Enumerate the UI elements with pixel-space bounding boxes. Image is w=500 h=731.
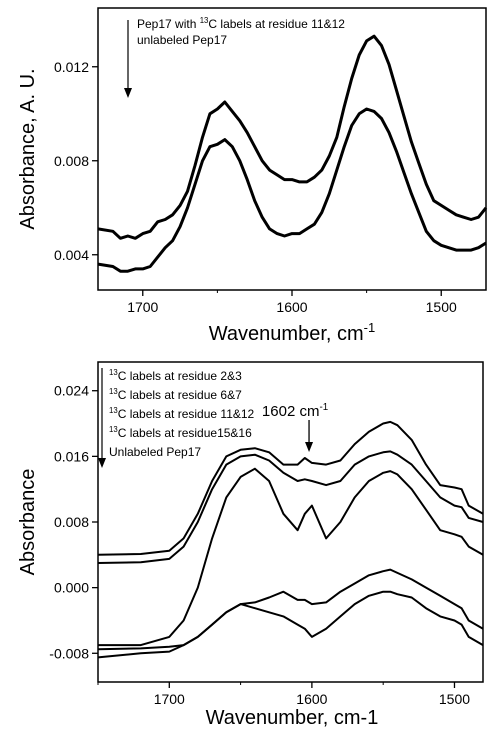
x-axis-title-top-sup: -1 bbox=[364, 320, 376, 335]
x-tick-label: 1700 bbox=[154, 691, 185, 707]
y-tick-label: 0.016 bbox=[54, 448, 89, 464]
x-ticks-top: 1700 1600 1500 bbox=[127, 290, 457, 315]
x-ticks-bottom: 1700 1600 1500 bbox=[97, 682, 470, 707]
legend-text-part: C labels at residue15&16 bbox=[118, 426, 252, 440]
legend-text-part: Pep17 with bbox=[137, 17, 200, 31]
y-tick-label: 0.008 bbox=[54, 153, 89, 169]
legend-text-part: unlabeled Pep17 bbox=[137, 33, 227, 47]
series-group-bottom bbox=[97, 420, 484, 659]
series-group-top bbox=[97, 34, 488, 273]
series-line-5 bbox=[97, 590, 484, 659]
legend-superscript: 13 bbox=[109, 425, 118, 434]
legend-text-part: Unlabeled Pep17 bbox=[109, 445, 201, 459]
legend-entry: 13C labels at residue 2&3 bbox=[109, 368, 242, 383]
series-line-2 bbox=[97, 450, 484, 564]
x-axis-title-top-main: Wavenumber, cm bbox=[209, 323, 364, 345]
y-tick-label: 0.000 bbox=[54, 580, 89, 596]
x-tick-label: 1700 bbox=[127, 299, 158, 315]
y-axis-title-top: Absorbance, A. U. bbox=[17, 68, 39, 229]
y-tick-label: 0.024 bbox=[54, 383, 89, 399]
legend-entry: 13C labels at residue 11&12 bbox=[109, 406, 255, 421]
annotation-arrow-head bbox=[305, 442, 314, 452]
y-ticks-top: 0.004 0.008 0.012 bbox=[54, 59, 98, 263]
y-tick-label: 0.008 bbox=[54, 514, 89, 530]
y-tick-label: 0.004 bbox=[54, 247, 89, 263]
legend-entry: Unlabeled Pep17 bbox=[109, 445, 201, 459]
legend-text-part: C labels at residue 2&3 bbox=[118, 369, 242, 383]
x-axis-title-bottom: Wavenumber, cm-1 bbox=[206, 707, 379, 729]
chart-top: 1700 1600 1500 0.004 0.008 0.012 Wavenumber,… bbox=[17, 7, 488, 345]
legend-entry: Pep17 with 13C labels at residue 11&12 bbox=[137, 16, 345, 31]
y-tick-label: 0.012 bbox=[54, 59, 89, 75]
legend-superscript: 13 bbox=[109, 368, 118, 377]
series-line-4 bbox=[97, 568, 484, 651]
legend-entry: 13C labels at residue 6&7 bbox=[109, 387, 242, 402]
y-axis-title-bottom: Absorbance bbox=[17, 469, 39, 576]
legend-arrow-top bbox=[124, 20, 132, 98]
x-tick-label: 1500 bbox=[426, 299, 457, 315]
legend-superscript: 13 bbox=[200, 16, 209, 25]
annotation-1602: 1602 cm-1 bbox=[262, 402, 328, 452]
legend-text-part: C labels at residue 11&12 bbox=[118, 407, 255, 421]
annotation-label: 1602 cm-1 bbox=[262, 402, 328, 420]
y-tick-label: -0.008 bbox=[49, 645, 89, 661]
legend-top: Pep17 with 13C labels at residue 11&12 un… bbox=[137, 16, 345, 47]
y-ticks-bottom: -0.008 0.000 0.008 0.016 0.024 bbox=[49, 383, 98, 661]
chart-bottom: 1700 1600 1500 -0.0080.0000.0080.0160.024 … bbox=[17, 361, 484, 729]
annotation-superscript: -1 bbox=[319, 402, 328, 413]
plot-frame-top bbox=[97, 7, 487, 291]
series-line-1 bbox=[97, 34, 488, 240]
x-axis-title-top: Wavenumber, cm-1 bbox=[209, 320, 375, 345]
legend-arrow-bottom bbox=[98, 368, 106, 468]
x-tick-label: 1600 bbox=[276, 299, 307, 315]
x-tick-label: 1600 bbox=[296, 691, 327, 707]
series-line-2 bbox=[97, 107, 487, 273]
legend-text-part: C labels at residue 11&12 bbox=[208, 17, 345, 31]
legend-text-part: C labels at residue 6&7 bbox=[118, 388, 242, 402]
legend-superscript: 13 bbox=[109, 406, 118, 415]
series-line-3 bbox=[98, 467, 484, 647]
series-line-1 bbox=[97, 420, 484, 556]
annotation-text: 1602 cm bbox=[262, 403, 320, 420]
legend-superscript: 13 bbox=[109, 387, 118, 396]
legend-entry: 13C labels at residue15&16 bbox=[109, 425, 252, 440]
x-tick-label: 1500 bbox=[439, 691, 470, 707]
legend-entry: unlabeled Pep17 bbox=[137, 33, 227, 47]
